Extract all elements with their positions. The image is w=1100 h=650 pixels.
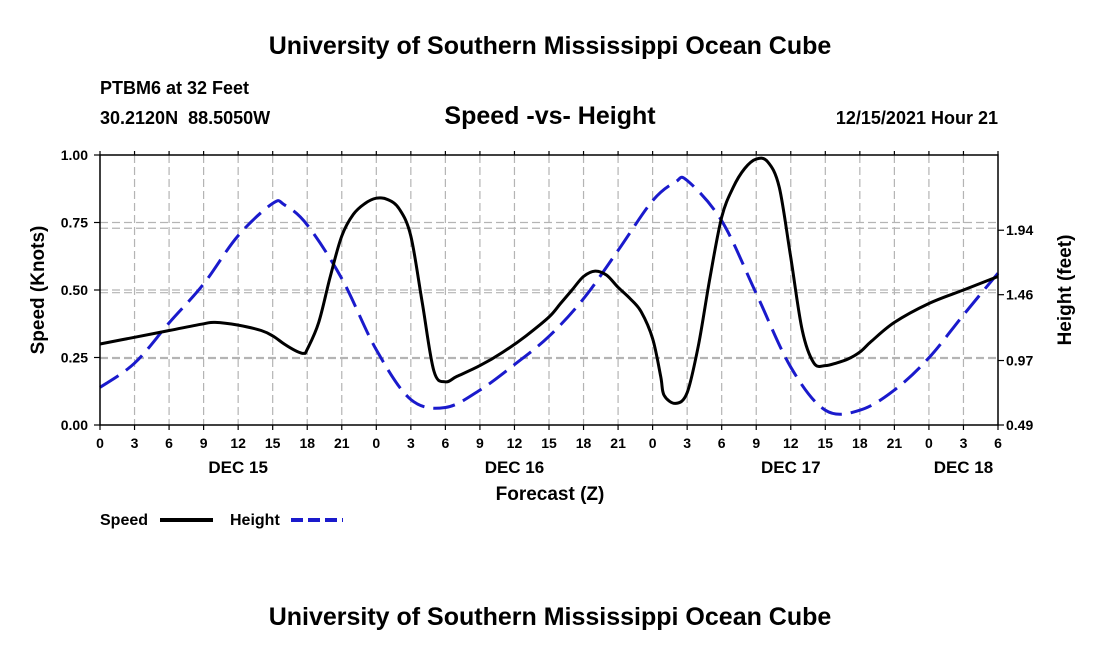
- legend-height-label: Height: [230, 512, 280, 529]
- legend: Speed Height: [100, 512, 343, 529]
- x-tick-label: 3: [960, 435, 968, 451]
- x-tick-label: 18: [852, 435, 868, 451]
- x-tick-label: 0: [96, 435, 104, 451]
- x-tick-label: 6: [165, 435, 173, 451]
- x-tick-label: 3: [407, 435, 415, 451]
- x-tick-label: 12: [783, 435, 799, 451]
- y-tick-label-left: 0.75: [61, 215, 88, 231]
- x-tick-label: 0: [649, 435, 657, 451]
- x-tick-label: 18: [299, 435, 315, 451]
- chart-main-title: University of Southern Mississippi Ocean…: [269, 32, 832, 60]
- y-tick-label-left: 0.25: [61, 350, 88, 366]
- x-tick-label: 6: [994, 435, 1002, 451]
- x-axis-label: Forecast (Z): [496, 484, 605, 505]
- x-tick-label: 18: [576, 435, 592, 451]
- legend-speed-label: Speed: [100, 512, 148, 529]
- date-label: DEC 18: [934, 458, 994, 477]
- axis-ticks: 0 3 6 9 12 15 18 21 0 3 6 9 12 15 18 21 0 3 6 9 12 15 18 21 0 3 6D…: [61, 147, 1034, 477]
- x-tick-label: 9: [200, 435, 208, 451]
- y-tick-label-right: 0.49: [1006, 417, 1033, 433]
- date-label: DEC 17: [761, 458, 821, 477]
- y-tick-label-right: 1.94: [1006, 222, 1033, 238]
- x-tick-label: 15: [541, 435, 557, 451]
- y-tick-label-right: 1.46: [1006, 287, 1033, 303]
- x-tick-label: 12: [230, 435, 246, 451]
- x-tick-label: 9: [476, 435, 484, 451]
- series-lines: [99, 156, 1000, 416]
- x-tick-label: 21: [610, 435, 626, 451]
- speed-series-line: [99, 156, 999, 405]
- x-tick-label: 21: [334, 435, 350, 451]
- date-label: DEC 16: [485, 458, 545, 477]
- height-series-line: [99, 175, 1000, 416]
- y-tick-label-left: 1.00: [61, 147, 88, 163]
- x-tick-label: 9: [752, 435, 760, 451]
- date-label: DEC 15: [208, 458, 268, 477]
- timestamp-label: 12/15/2021 Hour 21: [836, 108, 998, 128]
- x-tick-label: 0: [925, 435, 933, 451]
- y-axis-label-right: Height (feet): [1055, 235, 1076, 346]
- footer-title: University of Southern Mississippi Ocean…: [269, 603, 832, 631]
- x-tick-label: 15: [818, 435, 834, 451]
- x-tick-label: 6: [718, 435, 726, 451]
- coordinates-label: 30.2120N 88.5050W: [100, 108, 270, 128]
- y-tick-label-left: 0.00: [61, 417, 88, 433]
- chart-title: Speed -vs- Height: [444, 102, 656, 130]
- x-tick-label: 0: [372, 435, 380, 451]
- x-tick-label: 15: [265, 435, 281, 451]
- y-tick-label-right: 0.97: [1006, 353, 1033, 369]
- x-tick-label: 6: [441, 435, 449, 451]
- x-tick-label: 21: [887, 435, 903, 451]
- x-tick-label: 3: [131, 435, 139, 451]
- y-tick-label-left: 0.50: [61, 282, 88, 298]
- x-tick-label: 12: [507, 435, 523, 451]
- x-tick-label: 3: [683, 435, 691, 451]
- y-axis-label-left: Speed (Knots): [28, 226, 49, 355]
- station-label: PTBM6 at 32 Feet: [100, 78, 249, 98]
